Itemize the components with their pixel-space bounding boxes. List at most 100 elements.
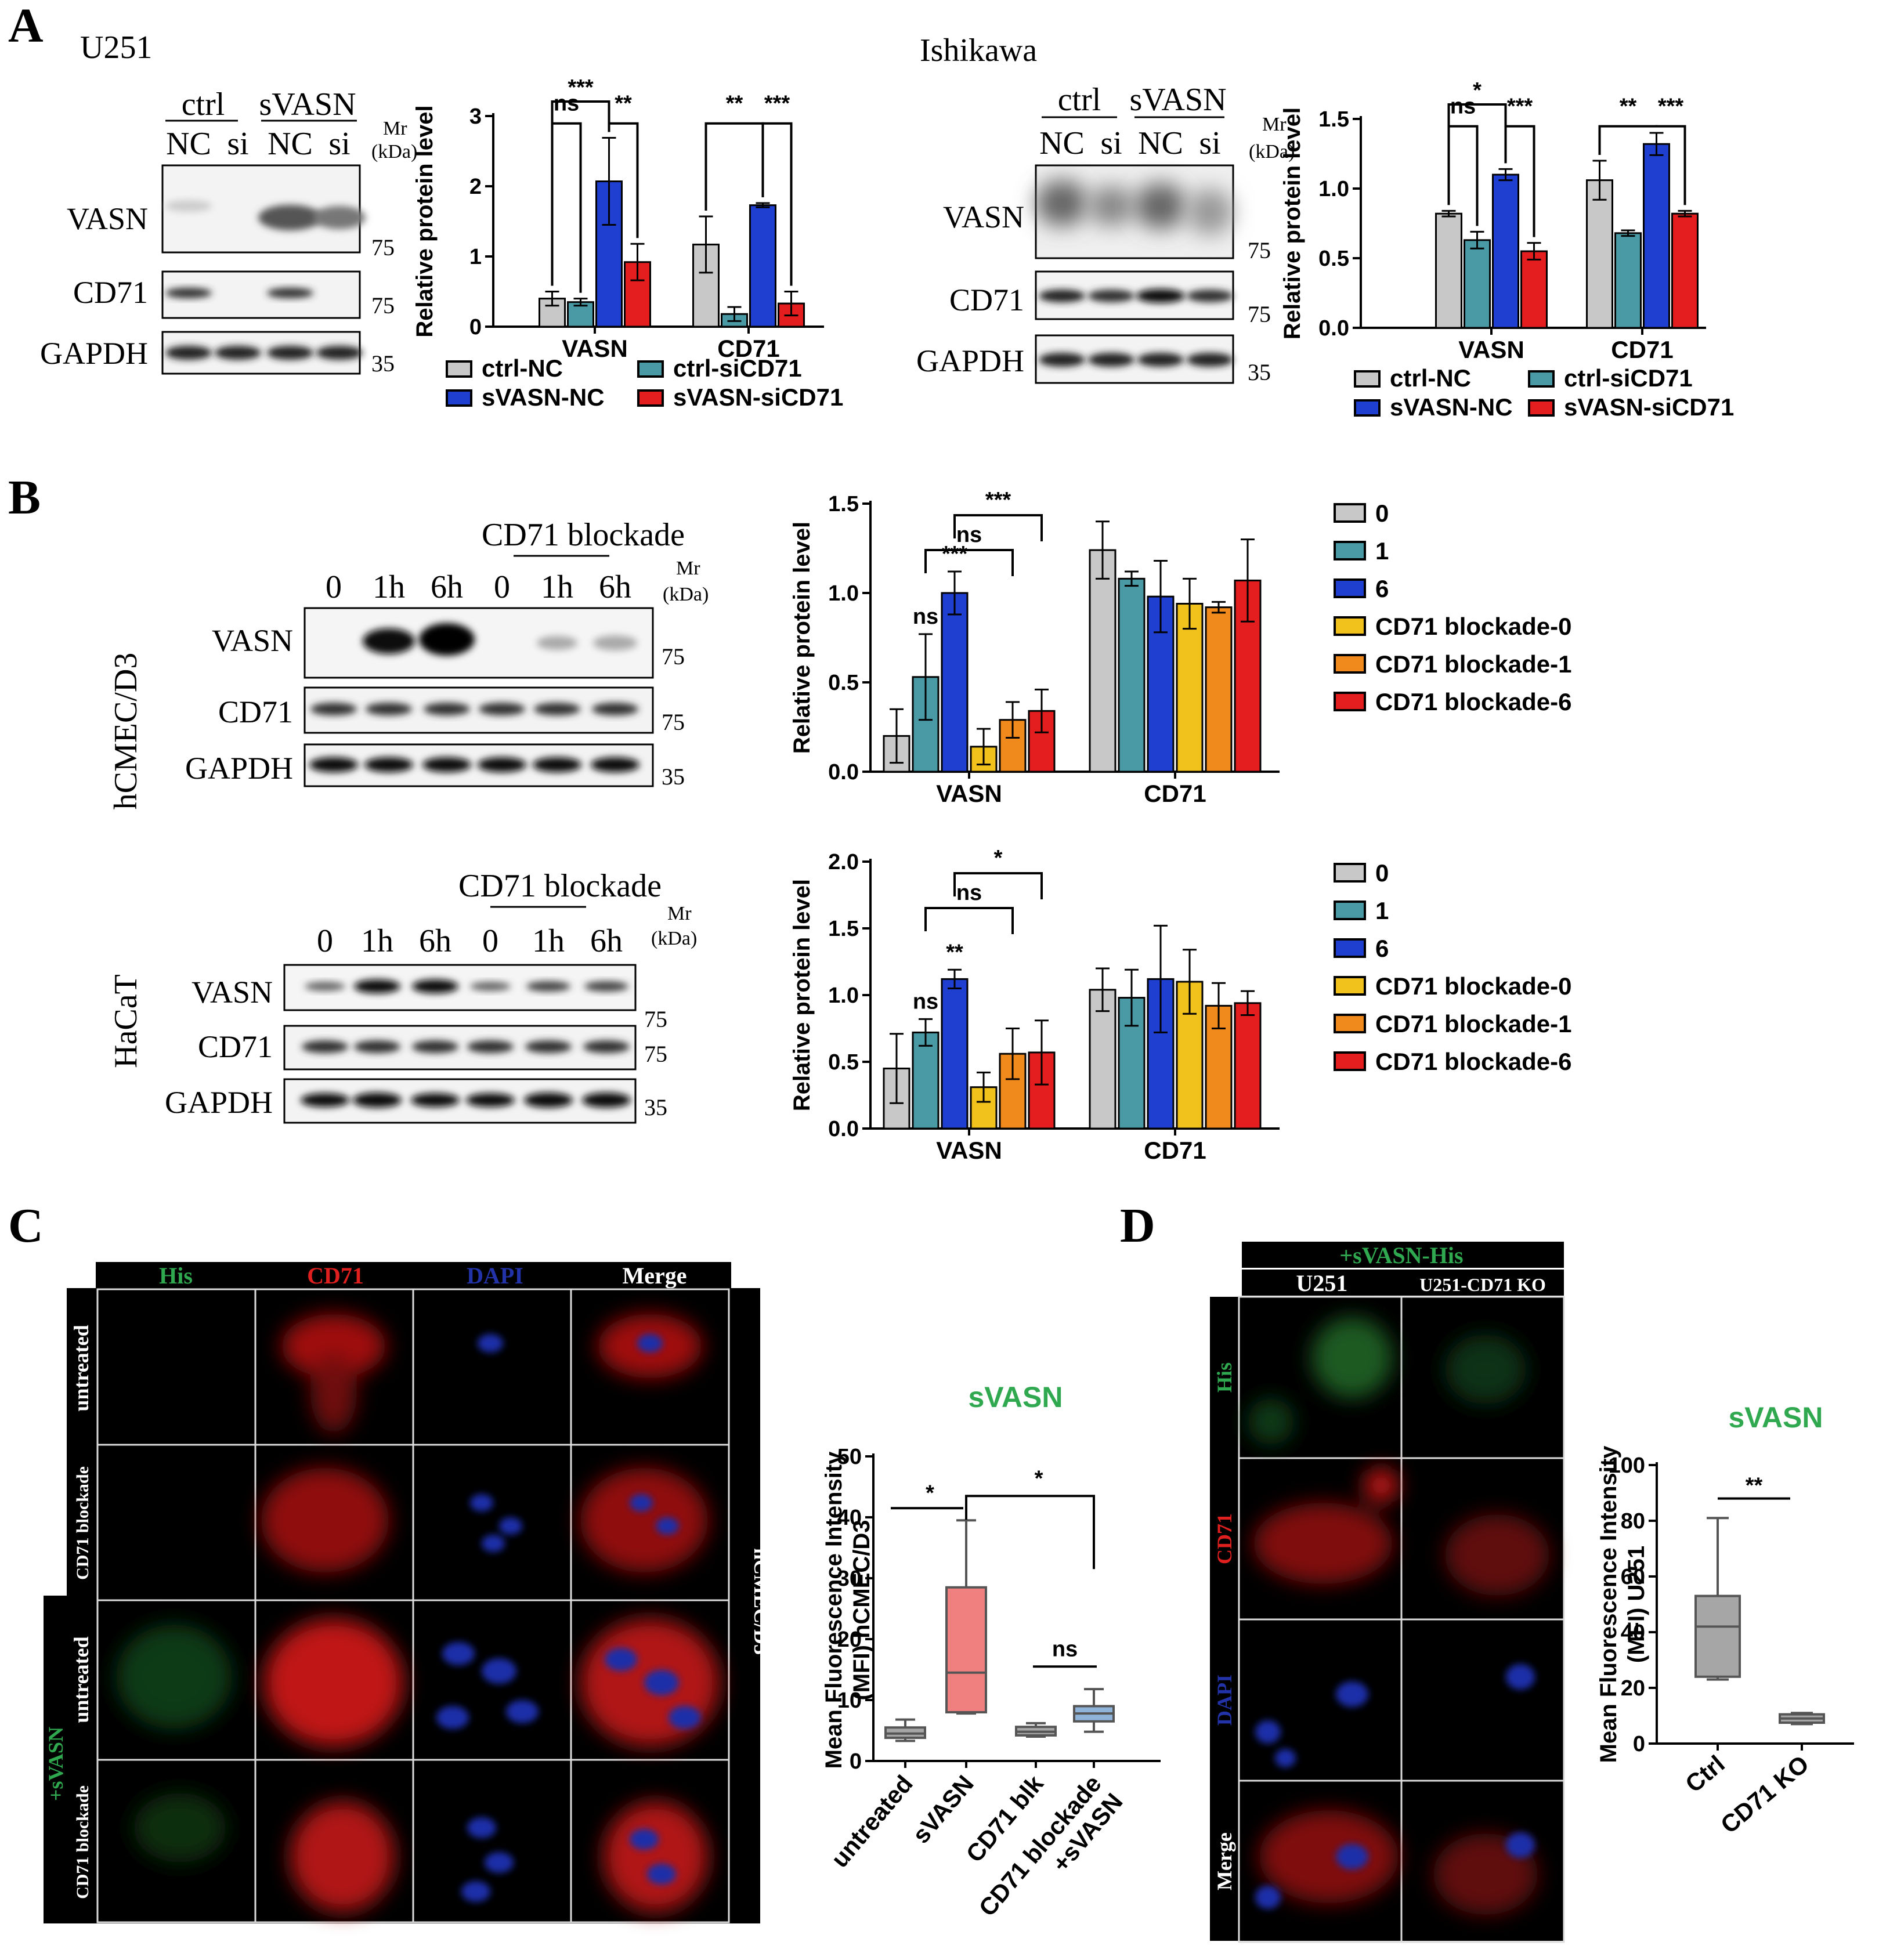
legend-swatch — [1334, 901, 1366, 920]
blot-row-label: GAPDH — [40, 336, 148, 371]
if-row-label: CD71 — [1213, 1513, 1236, 1564]
blot-group-label: sVASN — [1129, 82, 1226, 118]
blot-mw: 75 — [662, 709, 685, 735]
panel-label-b: B — [8, 471, 41, 525]
y-tick-label: 10 — [837, 1688, 862, 1713]
y-tick-label: 40 — [837, 1506, 862, 1530]
sig-bracket — [1655, 125, 1686, 205]
legend-label: sVASN-NC — [482, 384, 605, 411]
blot-row-label: VASN — [67, 201, 148, 236]
sig-label: ns — [1052, 1637, 1078, 1661]
sig-bracket — [1504, 125, 1535, 237]
y-tick-label: 2 — [469, 175, 482, 199]
bar — [1089, 549, 1116, 773]
blot-row-label: CD71 — [218, 695, 293, 729]
blot-lane-label: 6h — [419, 923, 451, 959]
blot-mw: 75 — [371, 292, 395, 319]
bar — [1643, 143, 1670, 329]
legend-label: sVASN-siCD71 — [1564, 393, 1734, 421]
blot-lane-label: 1h — [373, 569, 405, 605]
blot-mr-label: Mr — [383, 118, 407, 139]
bar — [1492, 173, 1519, 329]
y-tick-label: 60 — [1621, 1565, 1645, 1589]
if-col-header: His — [159, 1263, 193, 1289]
y-tick-label: 1.0 — [1318, 177, 1349, 201]
blot-cell-line: HaCaT — [108, 974, 144, 1068]
blot-group-label: sVASN — [259, 86, 356, 122]
panel-label-d: D — [1120, 1199, 1155, 1253]
y-axis-label: Relative protein level — [1280, 107, 1305, 339]
sig-label: * — [1035, 1466, 1043, 1491]
legend-swatch — [446, 389, 472, 407]
legend-label: 0 — [1375, 859, 1389, 887]
if-side-label: hCMEC/D3 — [750, 1548, 773, 1655]
blot-lane-label: 0 — [494, 569, 510, 605]
x-tick-label: CD71 — [1144, 1137, 1206, 1164]
blot-mw: 75 — [1248, 237, 1271, 263]
blot-mw: 75 — [371, 234, 395, 261]
x-tick-label: CD71 — [717, 335, 779, 362]
box — [1694, 1594, 1741, 1678]
y-tick-label: 40 — [1621, 1621, 1645, 1645]
sig-label: ns — [956, 881, 982, 905]
if-row-label: His — [1213, 1362, 1236, 1393]
blot-kda-label: (kDa) — [651, 928, 697, 949]
chart-title: sVASN — [1728, 1401, 1823, 1434]
blot-group-label: ctrl — [1058, 82, 1101, 118]
blot-lane-label: si — [1100, 125, 1122, 161]
sig-label: ns — [956, 523, 982, 547]
legend-label: ctrl-siCD71 — [673, 355, 802, 382]
y-tick-label: 1.5 — [1318, 107, 1349, 132]
y-tick-label: 0 — [469, 315, 482, 339]
legend-swatch — [1334, 692, 1366, 711]
if-col-header: Merge — [622, 1263, 686, 1289]
y-tick-label: 0.0 — [1318, 316, 1349, 341]
blot-lane-label: 0 — [317, 923, 333, 959]
y-axis-label: Relative protein level — [789, 522, 815, 754]
blot-row-label: VASN — [191, 975, 273, 1010]
blot-kda-label: (kDa) — [663, 584, 709, 605]
blot-cell-line: U251 — [80, 30, 152, 66]
blot-lane-label: 1h — [361, 923, 393, 959]
x-tick-label: CD71 blockade+sVASN — [973, 1770, 1128, 1940]
y-tick-label: 1.5 — [828, 917, 859, 941]
y-tick-label: 0 — [1633, 1732, 1645, 1756]
y-tick-label: 100 — [1609, 1453, 1645, 1478]
y-tick-label: 0.0 — [828, 760, 859, 784]
sig-bracket — [1447, 103, 1507, 136]
x-tick-label: CD71 — [1611, 336, 1673, 363]
legend-swatch — [1354, 399, 1381, 417]
sig-label: * — [926, 1481, 934, 1505]
bar — [941, 592, 969, 773]
blot-lane-label: 1h — [532, 923, 565, 959]
blot-lane-label: 0 — [326, 569, 342, 605]
bar — [749, 204, 776, 328]
blot-row-label: VASN — [943, 200, 1024, 234]
x-tick-label: VASN — [936, 1137, 1002, 1164]
sig-bracket — [551, 100, 610, 133]
sig-bracket — [1447, 125, 1479, 226]
blot-lane-label: NC — [268, 126, 313, 162]
blot-row-label: CD71 — [949, 283, 1024, 317]
blot-mw: 35 — [644, 1094, 667, 1120]
blot-u251: U251 ctrl sVASN NC si NC si Mr (kDa) VAS… — [40, 30, 417, 377]
legend-label: CD71 blockade-0 — [1375, 613, 1571, 640]
x-tick-label: VASN — [562, 335, 628, 362]
bar — [1671, 212, 1699, 329]
legend-label: CD71 blockade-6 — [1375, 688, 1571, 715]
sig-label: ** — [946, 940, 963, 964]
bar-chart-b-hacat: 0.0 0.5 1.0 1.5 2.0 VASN CD71 Relative protein … — [789, 846, 1571, 1164]
legend-label: sVASN-siCD71 — [673, 384, 843, 411]
y-tick-label: 20 — [1621, 1676, 1645, 1701]
sig-label: ns — [913, 989, 938, 1014]
legend-swatch — [1334, 976, 1366, 996]
sig-label: * — [1473, 78, 1482, 103]
legend-swatch — [1334, 578, 1366, 598]
bar — [941, 978, 969, 1130]
blot-treatment-label: CD71 blockade — [482, 517, 685, 553]
blot-ishikawa: Ishikawa ctrl sVASN NC si NC si Mr (kDa)… — [916, 32, 1295, 385]
sig-label: *** — [1658, 95, 1684, 119]
blot-row-label: GAPDH — [185, 751, 293, 786]
legend-swatch — [1334, 654, 1366, 674]
